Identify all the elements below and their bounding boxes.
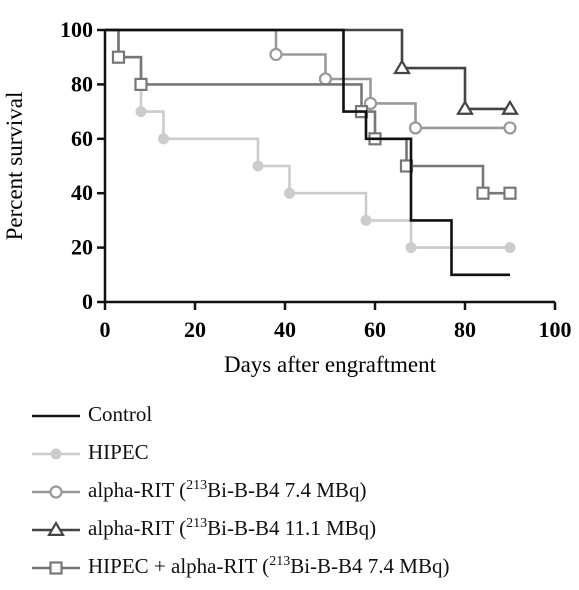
data-point bbox=[504, 242, 516, 254]
series-0 bbox=[105, 28, 510, 277]
y-tick-label: 80 bbox=[71, 71, 93, 96]
legend-swatch-marker bbox=[50, 448, 62, 460]
legend-label-hipec: HIPEC bbox=[88, 440, 149, 464]
data-point bbox=[393, 58, 411, 75]
y-tick-label: 100 bbox=[60, 17, 93, 42]
legend-swatch-marker bbox=[49, 561, 63, 575]
y-tick-label: 20 bbox=[71, 235, 93, 260]
data-point bbox=[503, 186, 517, 200]
y-tick-label: 60 bbox=[71, 126, 93, 151]
legend: Control HIPEC alpha-RIT (213Bi-B-B4 7.4 … bbox=[0, 400, 579, 590]
legend-swatch-hipec bbox=[32, 448, 80, 460]
x-axis-title: Days after engraftment bbox=[224, 352, 437, 377]
data-point bbox=[456, 99, 474, 115]
x-tick-label: 0 bbox=[100, 317, 111, 342]
data-point bbox=[269, 47, 283, 62]
legend-item-hipec-alpha-rit: HIPEC + alpha-RIT (213Bi-B-B4 7.4 MBq) bbox=[0, 552, 579, 590]
y-tick-label: 40 bbox=[71, 180, 93, 205]
x-tick-label: 20 bbox=[184, 317, 206, 342]
data-point bbox=[252, 160, 264, 172]
legend-item-control: Control bbox=[0, 400, 579, 438]
series-1 bbox=[105, 28, 516, 254]
x-tick-label: 60 bbox=[364, 317, 386, 342]
legend-item-alpha-rit-11-1: alpha-RIT (213Bi-B-B4 11.1 MBq) bbox=[0, 514, 579, 552]
data-point bbox=[408, 121, 423, 135]
data-point bbox=[476, 186, 490, 200]
series-2 bbox=[105, 28, 517, 135]
x-tick-label: 80 bbox=[454, 317, 476, 342]
data-point bbox=[405, 242, 417, 254]
legend-swatch-marker bbox=[47, 520, 65, 536]
data-point bbox=[111, 50, 126, 64]
data-point bbox=[135, 106, 147, 118]
legend-label-hipec-alpha-rit: HIPEC + alpha-RIT (213Bi-B-B4 7.4 MBq) bbox=[88, 554, 450, 578]
data-point bbox=[284, 187, 295, 199]
legend-label-alpha-rit-11-1: alpha-RIT (213Bi-B-B4 11.1 MBq) bbox=[88, 516, 377, 540]
series-3 bbox=[105, 28, 519, 115]
series-line bbox=[105, 28, 510, 277]
data-point bbox=[503, 121, 517, 135]
data-point bbox=[360, 214, 372, 226]
legend-item-hipec: HIPEC bbox=[0, 438, 579, 476]
legend-swatch-control bbox=[32, 414, 80, 418]
series-line bbox=[105, 28, 510, 130]
legend-label-alpha-rit-7-4: alpha-RIT (213Bi-B-B4 7.4 MBq) bbox=[88, 478, 367, 502]
legend-swatch-alpha-rit-11-1 bbox=[32, 520, 80, 536]
survival-chart: 0 20 40 60 80 100 0 20 40 60 80 100 Days after engra… bbox=[2, 17, 572, 377]
series-line bbox=[105, 28, 510, 111]
data-point bbox=[501, 99, 519, 115]
data-point bbox=[318, 72, 333, 86]
legend-swatch-hipec-alpha-rit bbox=[32, 561, 80, 575]
y-axis-title: Percent survival bbox=[2, 92, 27, 241]
y-tick-label: 0 bbox=[82, 289, 93, 314]
legend-swatch-alpha-rit-7-4 bbox=[32, 485, 80, 499]
x-tick-label: 40 bbox=[274, 317, 296, 342]
legend-label-control: Control bbox=[88, 402, 153, 426]
x-tick-label: 100 bbox=[539, 317, 572, 342]
data-point bbox=[158, 133, 169, 145]
legend-swatch-marker bbox=[49, 485, 63, 499]
legend-item-alpha-rit-7-4: alpha-RIT (213Bi-B-B4 7.4 MBq) bbox=[0, 476, 579, 514]
data-point bbox=[134, 77, 148, 92]
